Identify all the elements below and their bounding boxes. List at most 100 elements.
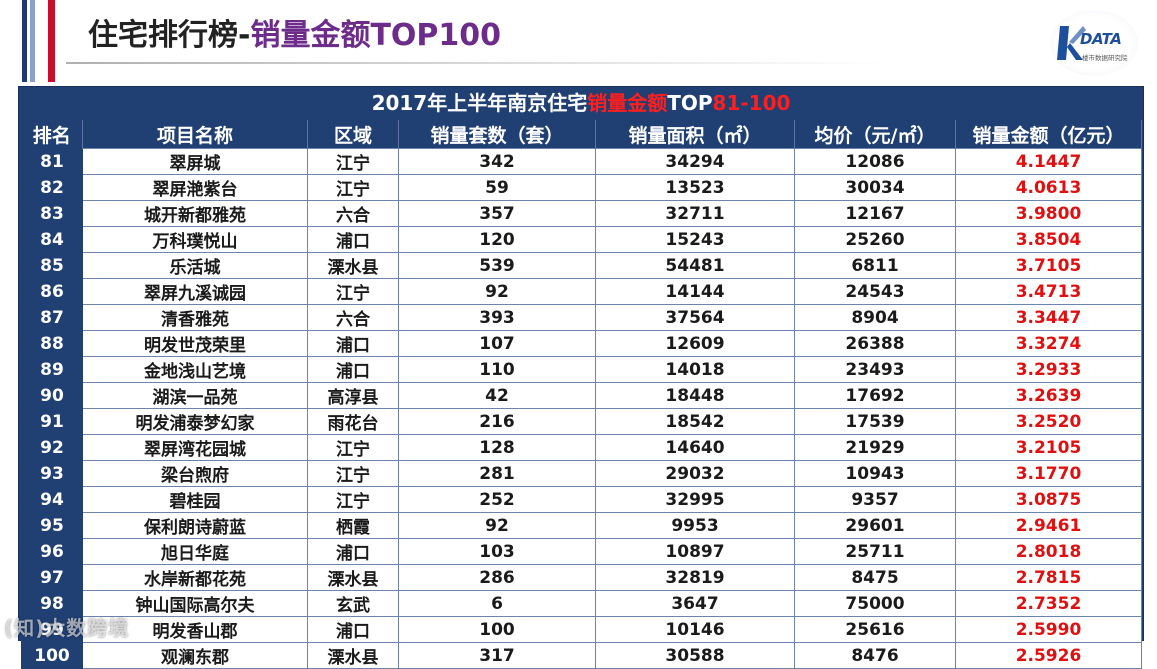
district-cell: 浦口 bbox=[307, 616, 399, 643]
watermark: (知)大数跨境 bbox=[4, 616, 130, 640]
price-cell: 30034 bbox=[794, 174, 956, 201]
table-row: 90 湖滨一品苑 高淳县 42 18448 17692 3.2639 bbox=[21, 382, 1142, 409]
project-name-cell: 翠屏城 bbox=[82, 148, 308, 175]
amount-cell: 3.7105 bbox=[955, 252, 1142, 279]
table-row: 98 钟山国际高尔夫 玄武 6 3647 75000 2.7352 bbox=[21, 590, 1142, 617]
price-cell: 23493 bbox=[794, 356, 956, 383]
ranking-table: 排名 项目名称 区域 销量套数（套） 销量面积（㎡） 均价（元/㎡） 销量金额（… bbox=[21, 120, 1142, 669]
table-row: 94 碧桂园 江宁 252 32995 9357 3.0875 bbox=[21, 486, 1142, 513]
amount-cell: 3.4713 bbox=[955, 278, 1142, 305]
units-cell: 252 bbox=[398, 486, 596, 513]
units-cell: 110 bbox=[398, 356, 596, 383]
amount-cell: 2.9461 bbox=[955, 512, 1142, 539]
project-name-cell: 翠屏滟紫台 bbox=[82, 174, 308, 201]
page-title-main: 住宅排行榜- bbox=[88, 18, 251, 53]
ranking-table-panel: 2017年上半年南京住宅销量金额TOP81-100 排名 项目名称 区域 销量套… bbox=[18, 86, 1144, 669]
project-name-cell: 翠屏湾花园城 bbox=[82, 434, 308, 461]
units-cell: 120 bbox=[398, 226, 596, 253]
col-header-district: 区域 bbox=[307, 120, 399, 149]
project-name-cell: 乐活城 bbox=[82, 252, 308, 279]
page-title: 住宅排行榜-销量金额TOP100 bbox=[88, 14, 501, 58]
units-cell: 6 bbox=[398, 590, 596, 617]
col-header-amount: 销量金额（亿元） bbox=[955, 120, 1142, 149]
price-cell: 21929 bbox=[794, 434, 956, 461]
amount-cell: 2.7815 bbox=[955, 564, 1142, 591]
rank-cell: 94 bbox=[21, 486, 83, 513]
area-cell: 37564 bbox=[595, 304, 795, 331]
units-cell: 92 bbox=[398, 512, 596, 539]
area-cell: 3647 bbox=[595, 590, 795, 617]
price-cell: 8904 bbox=[794, 304, 956, 331]
area-cell: 14144 bbox=[595, 278, 795, 305]
district-cell: 溧水县 bbox=[307, 252, 399, 279]
district-cell: 江宁 bbox=[307, 486, 399, 513]
table-row: 86 翠屏九溪诚园 江宁 92 14144 24543 3.4713 bbox=[21, 278, 1142, 305]
table-row: 85 乐活城 溧水县 539 54481 6811 3.7105 bbox=[21, 252, 1142, 279]
logo-text: DATA bbox=[1080, 30, 1122, 48]
district-cell: 浦口 bbox=[307, 356, 399, 383]
project-name-cell: 碧桂园 bbox=[82, 486, 308, 513]
units-cell: 281 bbox=[398, 460, 596, 487]
price-cell: 12167 bbox=[794, 200, 956, 227]
area-cell: 30588 bbox=[595, 642, 795, 669]
district-cell: 江宁 bbox=[307, 434, 399, 461]
area-cell: 32819 bbox=[595, 564, 795, 591]
amount-cell: 2.7352 bbox=[955, 590, 1142, 617]
units-cell: 128 bbox=[398, 434, 596, 461]
units-cell: 317 bbox=[398, 642, 596, 669]
price-cell: 10943 bbox=[794, 460, 956, 487]
rank-cell: 83 bbox=[21, 200, 83, 227]
table-row: 83 城开新都雅苑 六合 357 32711 12167 3.9800 bbox=[21, 200, 1142, 227]
rank-cell: 98 bbox=[21, 590, 83, 617]
project-name-cell: 万科璞悦山 bbox=[82, 226, 308, 253]
district-cell: 六合 bbox=[307, 200, 399, 227]
logo-subtitle: 楼市数据研究院 bbox=[1082, 54, 1128, 62]
area-cell: 29032 bbox=[595, 460, 795, 487]
amount-cell: 2.5926 bbox=[955, 642, 1142, 669]
area-cell: 13523 bbox=[595, 174, 795, 201]
project-name-cell: 保利朗诗蔚蓝 bbox=[82, 512, 308, 539]
area-cell: 14018 bbox=[595, 356, 795, 383]
district-cell: 江宁 bbox=[307, 278, 399, 305]
amount-cell: 4.0613 bbox=[955, 174, 1142, 201]
rank-cell: 96 bbox=[21, 538, 83, 565]
area-cell: 12609 bbox=[595, 330, 795, 357]
caption-mid: TOP bbox=[667, 91, 713, 115]
rank-cell: 84 bbox=[21, 226, 83, 253]
rank-cell: 86 bbox=[21, 278, 83, 305]
amount-cell: 3.1770 bbox=[955, 460, 1142, 487]
project-name-cell: 湖滨一品苑 bbox=[82, 382, 308, 409]
amount-cell: 3.3274 bbox=[955, 330, 1142, 357]
table-row: 81 翠屏城 江宁 342 34294 12086 4.1447 bbox=[21, 148, 1142, 175]
project-name-cell: 明发世茂荣里 bbox=[82, 330, 308, 357]
table-row: 87 清香雅苑 六合 393 37564 8904 3.3447 bbox=[21, 304, 1142, 331]
table-row: 95 保利朗诗蔚蓝 栖霞 92 9953 29601 2.9461 bbox=[21, 512, 1142, 539]
district-cell: 江宁 bbox=[307, 148, 399, 175]
table-row: 88 明发世茂荣里 浦口 107 12609 26388 3.3274 bbox=[21, 330, 1142, 357]
col-header-area: 销量面积（㎡） bbox=[595, 120, 795, 149]
project-name-cell: 观澜东郡 bbox=[82, 642, 308, 669]
amount-cell: 2.5990 bbox=[955, 616, 1142, 643]
price-cell: 29601 bbox=[794, 512, 956, 539]
price-cell: 24543 bbox=[794, 278, 956, 305]
area-cell: 14640 bbox=[595, 434, 795, 461]
rank-cell: 97 bbox=[21, 564, 83, 591]
price-cell: 26388 bbox=[794, 330, 956, 357]
amount-cell: 4.1447 bbox=[955, 148, 1142, 175]
rank-cell: 99 bbox=[21, 616, 83, 643]
col-header-units: 销量套数（套） bbox=[398, 120, 596, 149]
caption-prefix: 2017年上半年南京住宅 bbox=[371, 91, 588, 115]
district-cell: 栖霞 bbox=[307, 512, 399, 539]
project-name-cell: 清香雅苑 bbox=[82, 304, 308, 331]
rank-cell: 92 bbox=[21, 434, 83, 461]
area-cell: 34294 bbox=[595, 148, 795, 175]
amount-cell: 3.2933 bbox=[955, 356, 1142, 383]
amount-cell: 2.8018 bbox=[955, 538, 1142, 565]
col-header-rank: 排名 bbox=[21, 120, 83, 149]
table-row: 82 翠屏滟紫台 江宁 59 13523 30034 4.0613 bbox=[21, 174, 1142, 201]
table-row: 99 明发香山郡 浦口 100 10146 25616 2.5990 bbox=[21, 616, 1142, 643]
rank-cell: 93 bbox=[21, 460, 83, 487]
amount-cell: 3.2639 bbox=[955, 382, 1142, 409]
price-cell: 25616 bbox=[794, 616, 956, 643]
price-cell: 25711 bbox=[794, 538, 956, 565]
